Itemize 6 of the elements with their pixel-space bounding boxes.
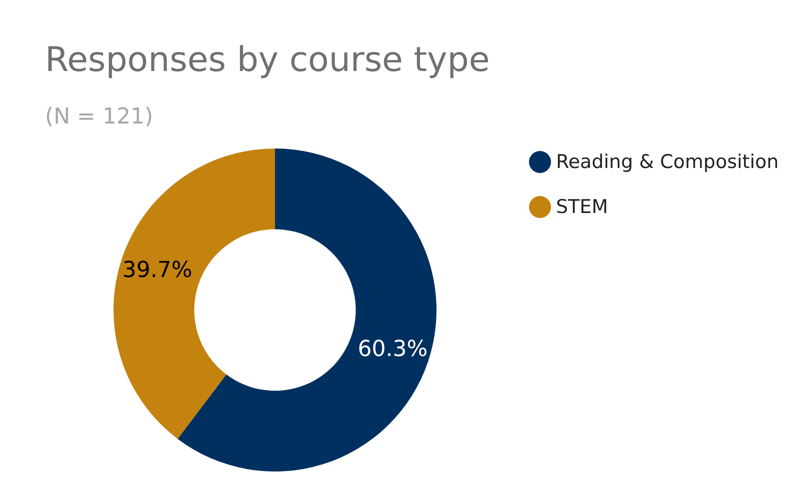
legend-label: Reading & Composition: [556, 151, 779, 173]
chart-subtitle: (N = 121): [45, 104, 154, 130]
data-label: 60.3%: [358, 336, 428, 362]
data-label: 39.7%: [122, 258, 192, 284]
legend-label: STEM: [556, 196, 608, 218]
chart-title: Responses by course type: [45, 40, 490, 80]
